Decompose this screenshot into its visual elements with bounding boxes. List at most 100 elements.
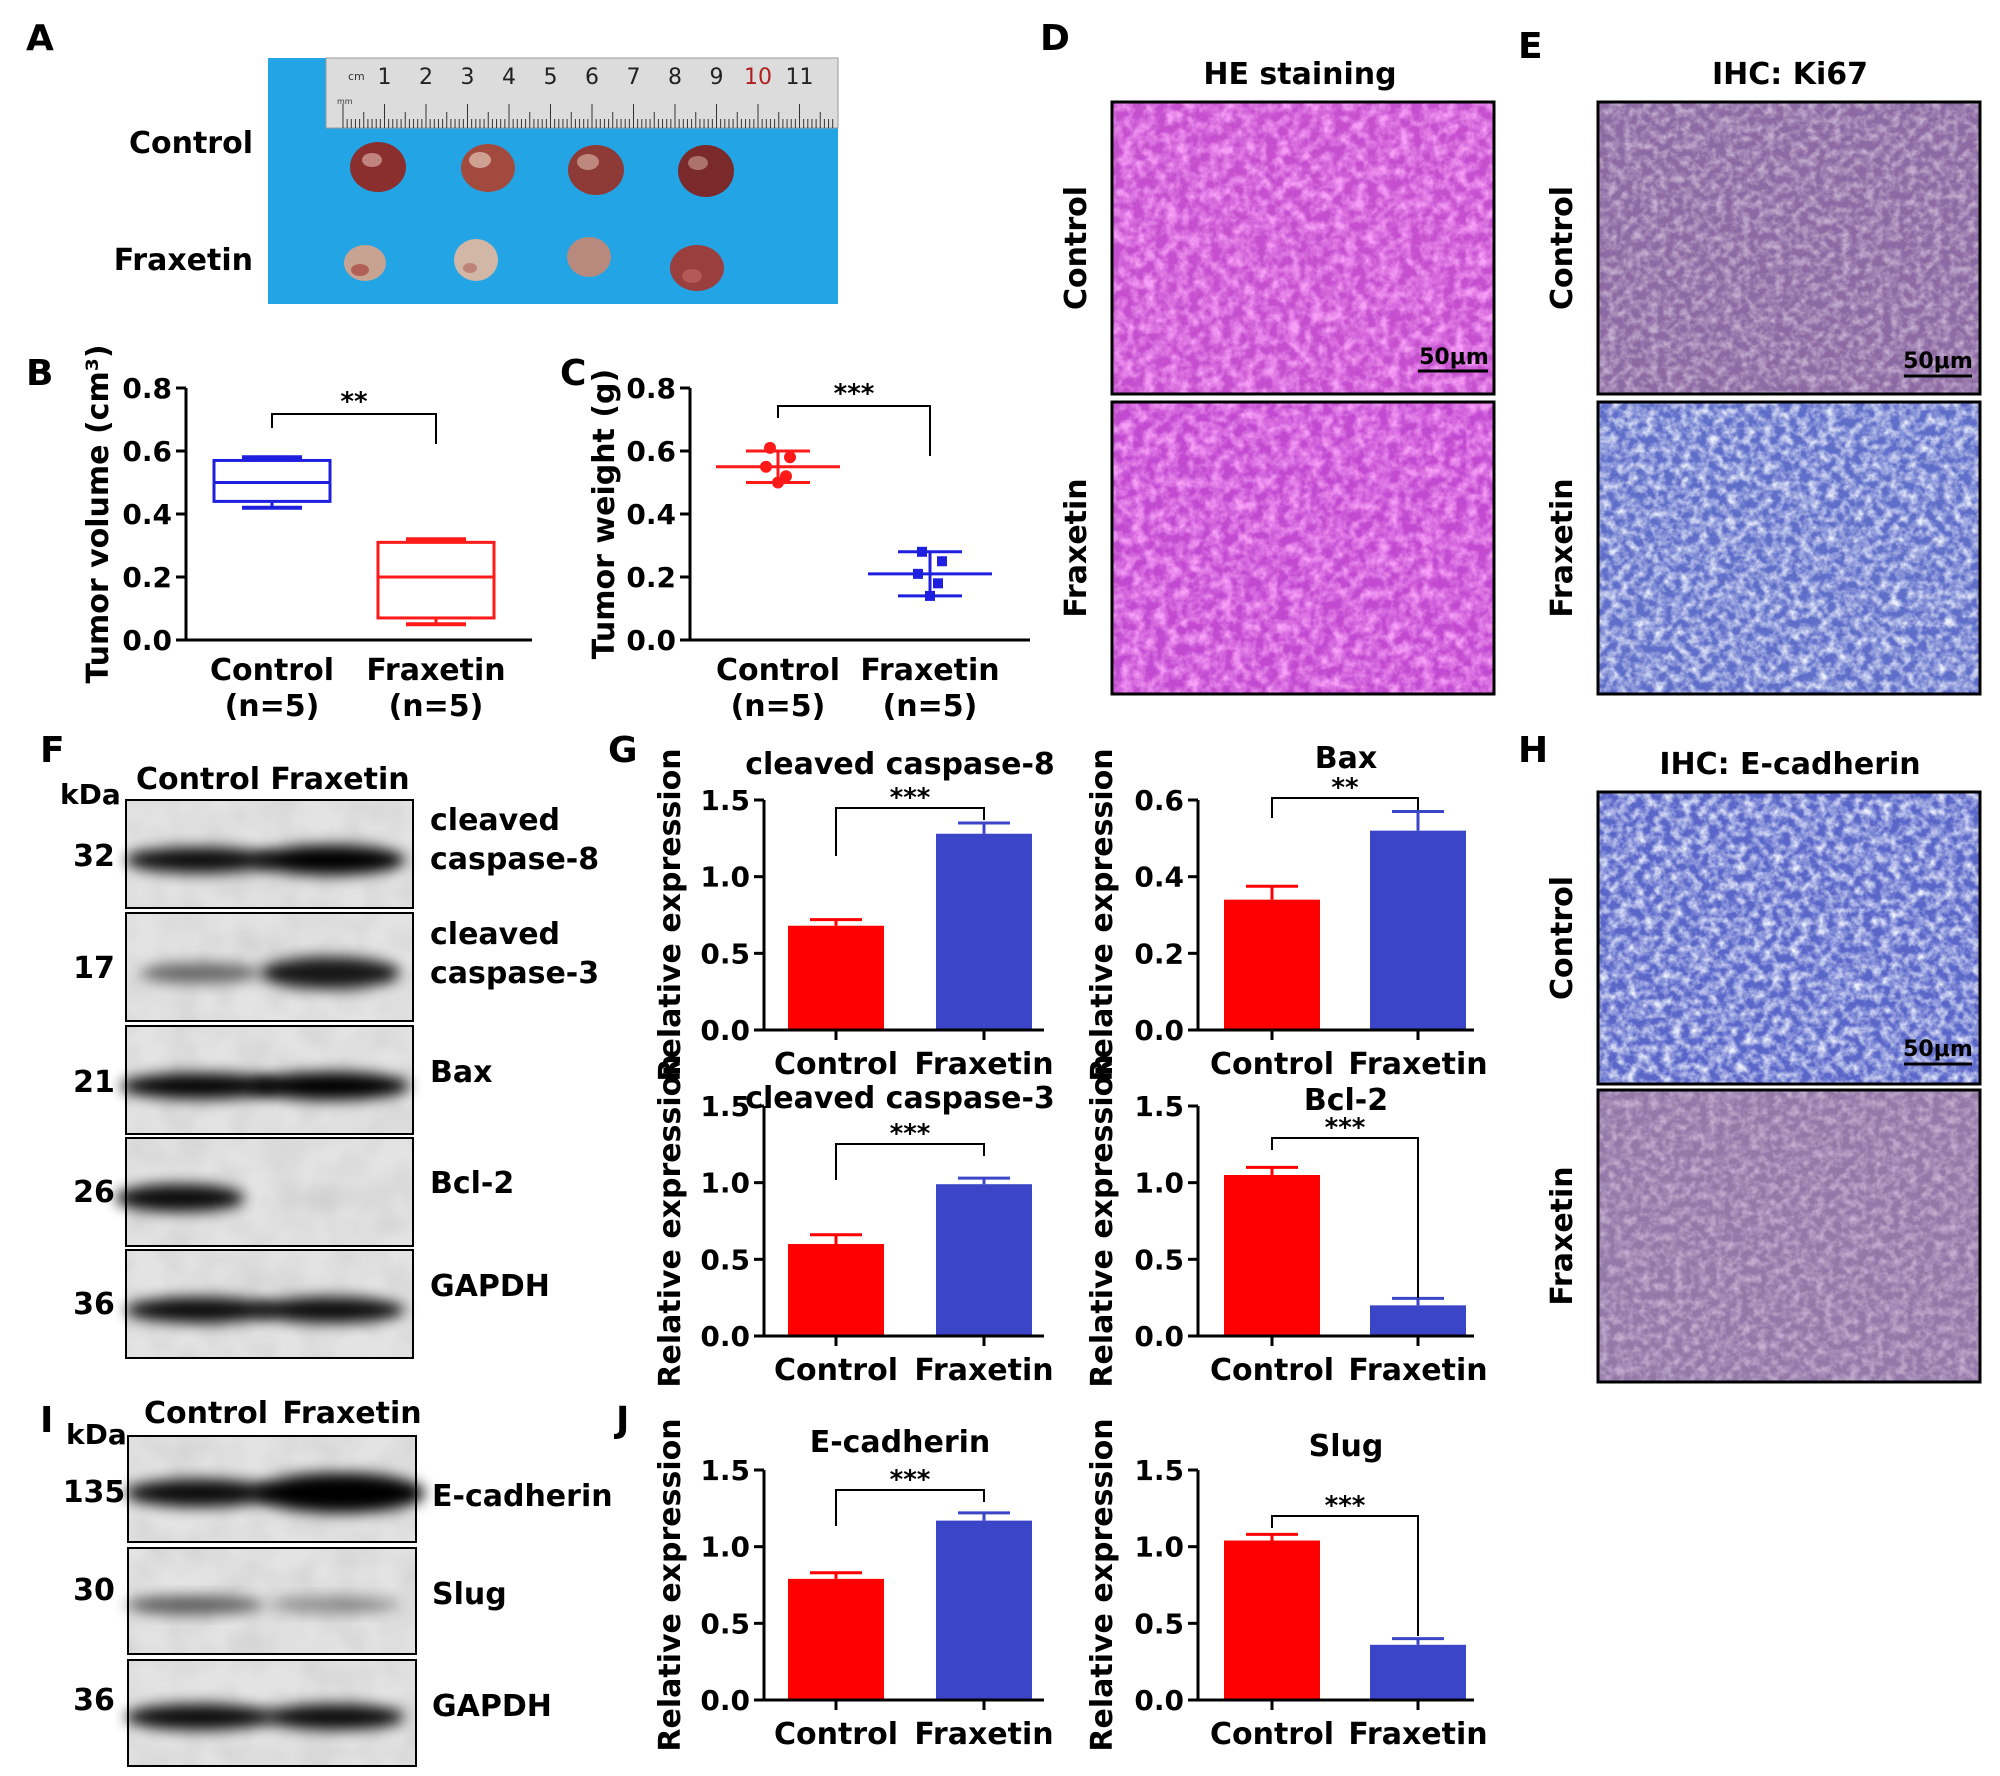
significance-bracket [835,807,985,856]
y-axis-label: Tumor volume (cm³) [81,344,116,683]
ecad-image-fraxetin [1596,1088,1982,1384]
ruler-ticks [342,104,834,128]
blot-protein-label: cleaved [430,803,560,838]
y-axis-label: Relative expression [1085,748,1120,1081]
blot-frame [125,799,414,909]
y-axis-label: Relative expression [653,1054,688,1387]
ruler-numbers: 1 2 3 4 5 6 7 8 9 10 11 [378,65,814,90]
y-tick-label: 0.0 [700,1684,750,1717]
chart-title: cleaved caspase-8 [745,747,1055,782]
tumor-control-4 [678,145,734,197]
ruler [325,57,839,129]
tumor-control-3 [568,145,624,195]
x-category-label: Control [774,1047,898,1082]
x-category-label: Fraxetin [914,1353,1053,1388]
he-image-control [1110,100,1496,396]
panel-f-lane-fraxetin: Fraxetin [270,762,409,797]
significance-bracket [835,1143,985,1180]
blot-band [125,1596,265,1614]
significance-bracket [1271,1515,1419,1636]
panel-i-lane-control: Control [144,1396,268,1431]
bar-chart-e-cadherin: E-cadherin Control Fraxetin 0.0 0.5 1.0 1.5 Rel… [653,1418,1054,1752]
panel-letter-c: C [560,353,586,394]
ecad-scalebar-label: 50μm [1903,1037,1973,1062]
data-point [760,460,772,473]
y-tick-label: 1.0 [700,1167,750,1200]
tumor-fraxetin-2 [454,239,498,281]
ruler-unit-cm: cm [348,70,365,83]
panel-d-row-fraxetin: Fraxetin [1059,478,1094,617]
blot-protein-label: caspase-8 [430,842,599,877]
ki67-image-fraxetin [1596,400,1982,696]
x-category-label: Control [1210,1353,1334,1388]
ruler-number: 2 [419,65,433,90]
y-tick-label: 1.0 [700,861,750,894]
x-category-label: Control [1210,1047,1334,1082]
panel-letter-a: A [26,18,54,59]
panel-letter-g: G [608,730,638,771]
y-tick-label: 0.2 [626,561,676,594]
blot-band [265,1704,405,1730]
ruler-number: 8 [668,65,682,90]
ruler-unit-mm: mm [337,97,353,106]
x-group-label: (n=5) [389,689,484,724]
bar [1224,1540,1320,1700]
data-point [784,451,796,464]
blot-band [125,1297,275,1323]
data-point [917,546,927,557]
y-tick-label: 0.0 [700,1320,750,1353]
x-category-label: Fraxetin [1348,1353,1487,1388]
significance-marker: ** [340,387,368,417]
blot-band [250,1072,410,1100]
chart-title: Slug [1309,1429,1384,1464]
y-tick-label: 0.0 [1134,1320,1184,1353]
tumor-highlight [469,152,491,168]
data-point [933,578,943,589]
bar-chart-bcl-2: Bcl-2 Control Fraxetin 0.0 0.5 1.0 1.5 Relative… [1085,1054,1488,1388]
box-body [212,458,332,503]
x-group-label: Control [716,653,840,688]
y-tick-label: 0.8 [626,372,676,405]
he-image-fraxetin [1110,400,1496,696]
ruler-number: 7 [627,65,641,90]
ruler-number: 9 [710,65,724,90]
x-group-label: Fraxetin [860,653,999,688]
panel-d-title: HE staining [1203,57,1396,92]
tumor-control-2 [461,144,515,192]
bar-chart-slug: Slug Control Fraxetin 0.0 0.5 1.0 1.5 Relative … [1085,1418,1488,1752]
panel-i-blots: 135 E-cadherin 30 Slug 36 GAPDH [63,1435,613,1767]
bar [936,1520,1032,1700]
bar-chart-cleaved-caspase-8: cleaved caspase-8 Control Fraxetin 0.0 0.5 1.… [653,747,1055,1082]
y-tick-label: 0.5 [1134,1607,1184,1640]
blot-frame [125,912,414,1022]
y-tick-label: 0.4 [626,498,676,531]
blot-kda-marker: 21 [73,1065,115,1100]
significance-marker: *** [890,783,931,813]
ruler-number: 3 [461,65,475,90]
y-tick-label: 0.2 [122,561,172,594]
bar [1224,1175,1320,1336]
data-point [764,441,776,454]
panel-i-lane-fraxetin: Fraxetin [282,1396,421,1431]
y-tick-label: 0.4 [1134,861,1184,894]
blot-kda-marker: 32 [73,839,115,874]
blot-band [255,1297,405,1323]
x-category-label: Fraxetin [914,1717,1053,1752]
bar-chart-bax: Bax Control Fraxetin 0.0 0.2 0.4 0.6 Relative e… [1085,741,1488,1082]
blot-kda-marker: 30 [73,1573,115,1608]
blot-kda-marker: 26 [73,1175,115,1210]
blot-band [270,1597,400,1613]
x-group-label: (n=5) [225,689,320,724]
blot-protein-label: cleaved [430,917,560,952]
y-tick-label: 1.0 [700,1531,750,1564]
ki67-image-control [1596,100,1982,396]
box-body [376,540,496,620]
blot-band [290,1189,370,1207]
x-category-label: Control [774,1717,898,1752]
blot-frame [127,1547,417,1655]
significance-bracket [271,413,437,444]
blot-band [115,1184,245,1212]
y-tick-label: 1.0 [1134,1531,1184,1564]
